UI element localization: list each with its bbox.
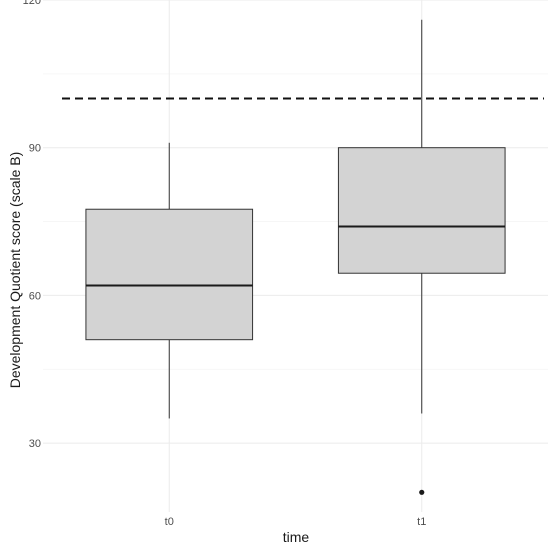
box-t1 xyxy=(337,19,506,495)
outlier-point xyxy=(419,489,425,495)
box-t0 xyxy=(85,142,254,419)
y-tick-label: 30 xyxy=(29,438,41,450)
y-tick-label: 90 xyxy=(29,143,41,155)
box-body xyxy=(85,208,254,341)
boxes xyxy=(85,19,506,495)
x-tick-label: t1 xyxy=(417,516,426,528)
y-axis-title: Development Quotient score (scale B) xyxy=(7,152,23,389)
x-tick-label: t0 xyxy=(165,516,174,528)
tick-labels: 30 60 90 120 t0 t1 xyxy=(23,0,427,528)
box-body xyxy=(337,147,506,274)
x-axis-title: time xyxy=(283,529,310,545)
y-tick-label: 60 xyxy=(29,290,41,302)
y-tick-label: 120 xyxy=(23,0,41,7)
